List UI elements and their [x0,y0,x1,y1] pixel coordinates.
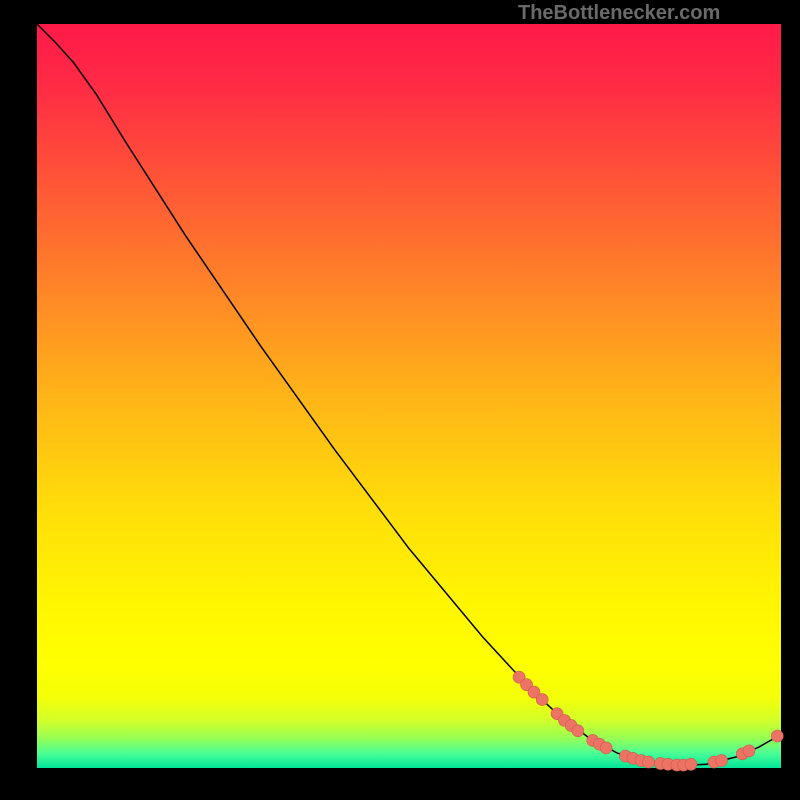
chart-container: TheBottlenecker.com [0,0,800,800]
data-marker [715,755,727,767]
data-marker [643,756,655,768]
watermark-text: TheBottlenecker.com [518,2,720,25]
gradient-background [37,24,781,768]
data-marker [771,730,783,742]
data-marker [600,742,612,754]
data-marker [685,758,697,770]
data-marker [572,725,584,737]
data-marker [536,694,548,706]
chart-svg [0,0,800,800]
data-marker [743,745,755,757]
